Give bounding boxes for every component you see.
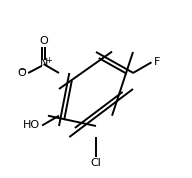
Text: O: O <box>39 36 48 46</box>
Text: F: F <box>154 57 160 67</box>
Text: HO: HO <box>23 121 40 130</box>
Text: Cl: Cl <box>91 158 101 168</box>
Text: −: − <box>18 65 25 74</box>
Text: O: O <box>17 68 26 78</box>
Text: +: + <box>45 56 52 65</box>
Text: N: N <box>40 58 49 68</box>
